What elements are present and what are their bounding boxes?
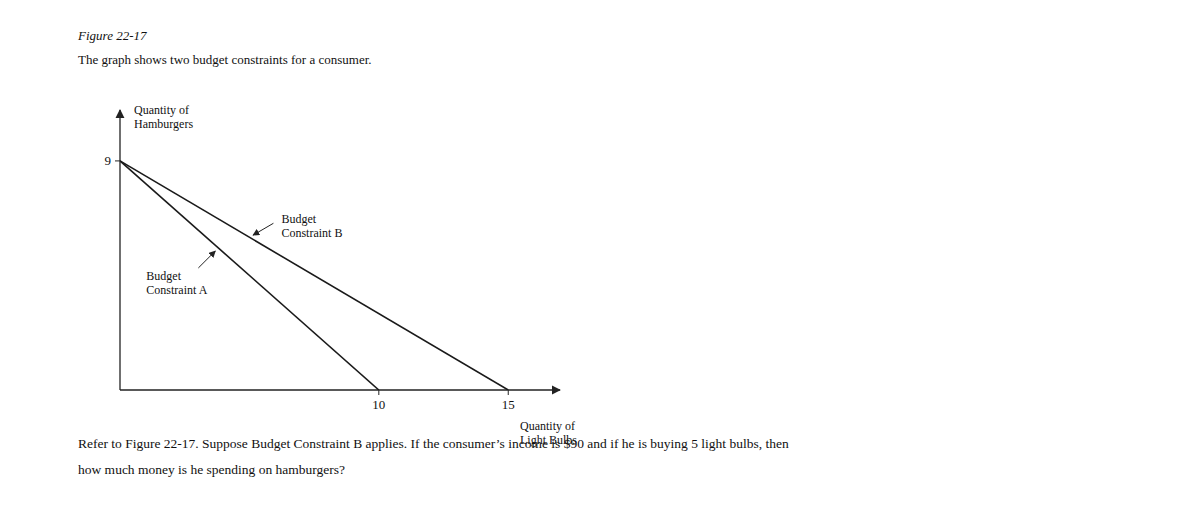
y-tick-label: 9 — [105, 153, 112, 168]
annotation: BudgetConstraint B — [281, 212, 342, 240]
x-tick-label: 10 — [372, 397, 385, 412]
question-text: Refer to Figure 22-17. Suppose Budget Co… — [78, 436, 789, 451]
question-text: how much money is he spending on hamburg… — [78, 462, 345, 477]
budget-line — [120, 161, 508, 390]
budget-line — [120, 161, 379, 390]
chart: Figure 22-17 The graph shows two budget c… — [0, 0, 1200, 520]
x-tick-label: 15 — [502, 397, 515, 412]
x-tick — [378, 390, 379, 395]
x-tick — [508, 390, 509, 395]
y-axis-label: Quantity ofHamburgers — [134, 103, 193, 131]
y-tick — [115, 160, 120, 161]
annotation-arrow — [198, 251, 215, 268]
x-axis — [120, 389, 560, 390]
annotation: BudgetConstraint A — [146, 269, 207, 297]
plot-area — [120, 161, 508, 390]
title: Figure 22-17 — [77, 28, 147, 43]
annotation-arrow — [253, 223, 273, 235]
y-axis — [119, 110, 120, 390]
subtitle: The graph shows two budget constraints f… — [78, 52, 372, 67]
